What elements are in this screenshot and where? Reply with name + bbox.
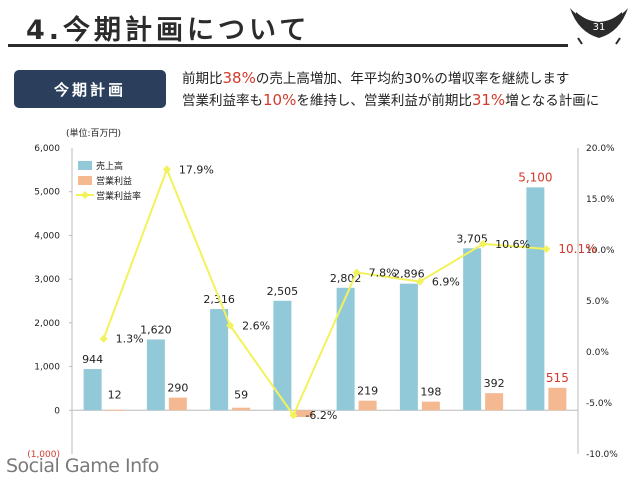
profit-value-label: 392 — [484, 377, 505, 390]
sales-bar — [463, 248, 482, 411]
profit-value-label: 219 — [357, 385, 378, 398]
margin-value-label: 17.9% — [179, 163, 214, 176]
sales-bar — [526, 187, 545, 411]
summary-segment: 前期比 — [182, 71, 223, 87]
sales-value-label: 2,505 — [267, 285, 299, 298]
sales-value-label: 2,896 — [393, 268, 425, 281]
right-tick-label: 15.0% — [586, 195, 615, 205]
left-tick-label: 0 — [54, 406, 60, 416]
sales-bar — [210, 309, 229, 411]
sales-value-label: 944 — [82, 353, 103, 366]
summary-line-1: 前期比38%の売上高増加、年平均約30%の増収率を継続します — [182, 68, 599, 90]
legend-profit-swatch — [78, 176, 92, 185]
legend-profit-label: 営業利益 — [96, 175, 132, 187]
sales-value-label: 1,620 — [140, 323, 172, 336]
sales-bar — [399, 283, 418, 411]
section-tag: 今期計画 — [14, 70, 166, 108]
profit-value-label: 198 — [420, 386, 441, 399]
profit-bar — [168, 397, 187, 411]
summary-segment: を維持し、営業利益が前期比 — [296, 93, 472, 109]
margin-value-label: 7.8% — [369, 266, 397, 279]
sales-profit-chart: (単位:百万円) (1,000) 0 1,000 2,000 3,000 4,000 5,00… — [27, 127, 618, 460]
margin-value-label: 1.3% — [116, 333, 144, 346]
margin-marker — [352, 268, 361, 277]
left-tick-label: 6,000 — [34, 144, 60, 154]
sales-bar — [146, 339, 165, 411]
profit-value-label: 59 — [234, 388, 248, 401]
right-tick-label: -5.0% — [586, 399, 613, 409]
margin-value-label: -6.2% — [305, 409, 337, 422]
right-tick-label: -10.0% — [586, 450, 618, 460]
boat-logo-icon — [570, 8, 628, 45]
right-tick-label: 0.0% — [586, 348, 609, 358]
unit-label: (単位:百万円) — [66, 127, 121, 139]
legend-margin-label: 営業利益率 — [96, 190, 141, 202]
page-number: 31 — [592, 22, 606, 33]
sales-bar — [336, 287, 355, 411]
summary-line-2: 営業利益率も10%を維持し、営業利益が前期比31%増となる計画に — [182, 90, 599, 112]
profit-bar — [295, 410, 314, 418]
summary-highlight: 38% — [222, 69, 256, 87]
margin-marker — [479, 239, 488, 248]
profit-bar — [232, 407, 251, 411]
profit-value-label: 290 — [167, 382, 188, 395]
right-tick-label: 10.0% — [586, 246, 615, 256]
footer-brand-text: Social Game Info — [6, 455, 159, 477]
footer-brand: Social Game Info — [6, 455, 159, 477]
legend-sales-label: 売上高 — [96, 160, 123, 172]
title-bar: 4.今期計画について 31 — [0, 0, 640, 54]
left-tick-label: 3,000 — [34, 275, 60, 285]
right-tick-label: 5.0% — [586, 297, 609, 307]
margin-marker — [99, 334, 108, 343]
legend-sales-swatch — [78, 161, 92, 170]
margin-line — [102, 166, 547, 418]
sales-bar — [83, 369, 102, 411]
margin-marker — [542, 244, 551, 253]
margin-marker — [415, 277, 424, 286]
profit-bar — [548, 387, 567, 411]
margin-value-label: 10.1% — [558, 242, 596, 256]
margin-value-label: 10.6% — [495, 238, 530, 251]
profit-value-label: 515 — [546, 371, 569, 385]
profit-value-label: 12 — [108, 388, 122, 401]
summary-segment: 増となる計画に — [505, 93, 600, 109]
profit-bar — [421, 401, 440, 411]
margin-marker — [162, 165, 171, 174]
margin-marker — [226, 321, 235, 330]
summary-text: 前期比38%の売上高増加、年平均約30%の増収率を継続します 営業利益率も10%… — [182, 68, 599, 112]
profit-bar — [358, 400, 377, 411]
left-tick-label: 1,000 — [34, 363, 60, 373]
right-tick-label: 20.0% — [586, 144, 615, 154]
summary-segment: の売上高増加、年平均約30%の増収率を継続します — [255, 71, 570, 87]
margin-value-label: 2.6% — [242, 319, 270, 332]
left-tick-label: 4,000 — [34, 231, 60, 241]
sales-value-label: 5,100 — [518, 170, 552, 184]
margin-marker — [289, 411, 298, 420]
summary-highlight: 31% — [471, 91, 506, 109]
left-tick-label: 5,000 — [34, 188, 60, 198]
legend-margin-marker — [81, 191, 89, 199]
summary-segment: 営業利益率も — [182, 93, 263, 109]
page-title: 4.今期計画について — [26, 15, 311, 46]
left-tick-label: 2,000 — [34, 319, 60, 329]
profit-bar — [485, 393, 504, 411]
summary-highlight: 10% — [263, 91, 297, 109]
profit-bar — [105, 409, 124, 411]
sales-value-label: 3,705 — [456, 232, 488, 245]
margin-value-label: 6.9% — [432, 276, 460, 289]
sales-bar — [273, 300, 292, 411]
title-divider — [8, 44, 568, 47]
left-tick-label: (1,000) — [27, 450, 60, 460]
